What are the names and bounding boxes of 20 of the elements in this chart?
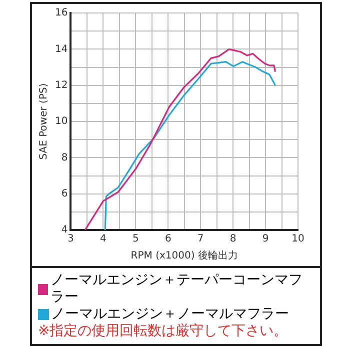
x-tick-label: 6 xyxy=(164,234,172,245)
x-tick-label: 4 xyxy=(100,234,106,245)
x-tick-label: 3 xyxy=(68,234,74,245)
text: ※指定の使用回転数は厳守して下さい。 xyxy=(38,323,289,340)
y-tick-label: 16 xyxy=(54,8,68,19)
x-tick-label: 5 xyxy=(132,234,139,245)
x-tick-label: 10 xyxy=(292,234,304,245)
y-tick-label: 8 xyxy=(61,152,68,164)
x-tick-label: 9 xyxy=(262,234,269,245)
y-tick-label: 4 xyxy=(61,224,68,236)
y-tick-label: 14 xyxy=(54,44,68,55)
x-tick-label: 7 xyxy=(197,234,204,245)
x-axis-title: RPM (x1000) 後輪出力 xyxy=(130,250,238,262)
y-tick-label: 12 xyxy=(54,80,68,91)
legend-label: ノーマルエンジン＋テーパーコーンマフラー xyxy=(50,272,304,306)
y-tick-label: 6 xyxy=(61,188,68,200)
legend-label: ノーマルエンジン＋ノーマルマフラー xyxy=(51,306,289,323)
x-tick-label: 8 xyxy=(230,234,236,245)
y-tick-label: 10 xyxy=(54,116,68,128)
y-axis-title: SAE Power (PS) xyxy=(38,83,50,160)
